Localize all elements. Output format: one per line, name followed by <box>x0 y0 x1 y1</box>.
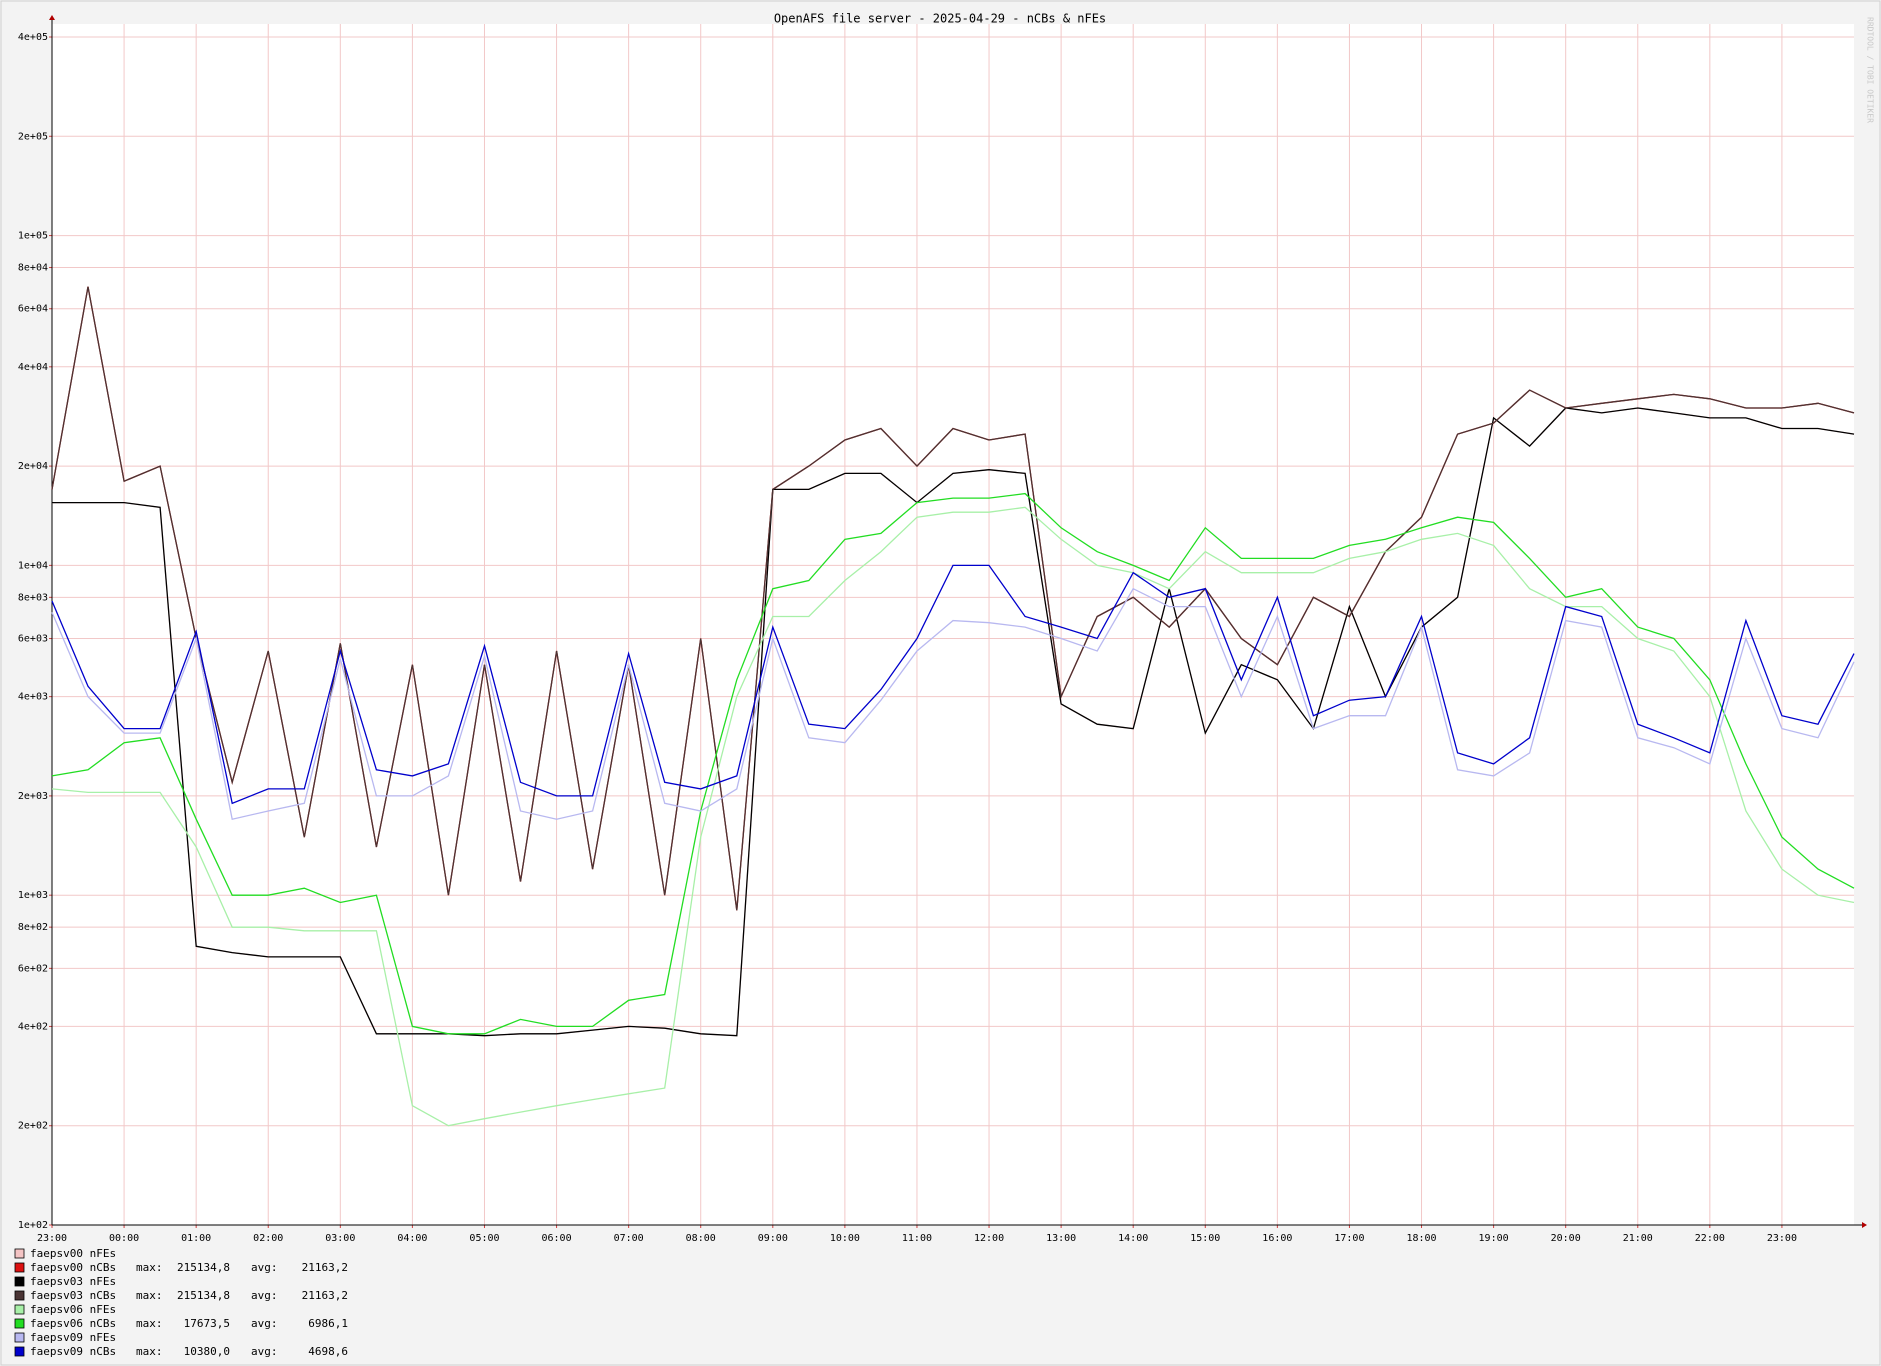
x-tick-label: 02:00 <box>253 1233 283 1244</box>
stat-label: avg: <box>251 1317 278 1330</box>
x-tick-label: 16:00 <box>1262 1233 1292 1244</box>
stat-value: 17673,5 <box>184 1317 230 1330</box>
legend-label: faepsv00 nCBs <box>30 1261 116 1274</box>
series-line <box>51 587 1855 820</box>
y-tick-label: 4e+04 <box>18 362 48 373</box>
stat-label: max: <box>136 1289 163 1302</box>
series-line <box>52 407 1855 1037</box>
stat-label: max: <box>136 1261 163 1274</box>
x-tick-label: 18:00 <box>1406 1233 1436 1244</box>
chart-title: OpenAFS file server - 2025-04-29 - nCBs … <box>774 12 1106 26</box>
legend-label: faepsv03 nCBs <box>30 1289 116 1302</box>
legend-swatch <box>14 1248 25 1259</box>
stat-label: avg: <box>251 1289 278 1302</box>
x-tick-label: 13:00 <box>1046 1233 1076 1244</box>
x-tick-label: 04:00 <box>397 1233 427 1244</box>
watermark: RRDTOOL / TOBI OETIKER <box>1866 17 1875 123</box>
x-tick-label: 20:00 <box>1551 1233 1581 1244</box>
y-tick-label: 4e+03 <box>18 692 48 703</box>
stat-value: 6986,1 <box>308 1317 348 1330</box>
y-tick-label: 4e+02 <box>18 1021 48 1032</box>
legend-swatch <box>14 1304 25 1315</box>
x-tick-label: 07:00 <box>614 1233 644 1244</box>
y-tick-label: 1e+05 <box>18 231 48 242</box>
legend-swatch <box>14 1332 25 1343</box>
x-tick-label: 19:00 <box>1479 1233 1509 1244</box>
stat-value: 215134,8 <box>177 1261 230 1274</box>
stat-value: 21163,2 <box>302 1289 348 1302</box>
stat-label: max: <box>136 1345 163 1358</box>
legend-swatch <box>14 1318 25 1329</box>
x-tick-label: 23:00 <box>37 1233 67 1244</box>
arrow <box>1862 1222 1867 1228</box>
y-tick-label: 6e+04 <box>18 304 48 315</box>
stat-label: avg: <box>251 1345 278 1358</box>
y-tick-label: 1e+02 <box>18 1220 48 1231</box>
y-tick-label: 2e+03 <box>18 791 48 802</box>
x-tick-label: 00:00 <box>109 1233 139 1244</box>
stat-value: 4698,6 <box>308 1345 348 1358</box>
legend-label: faepsv00 nFEs <box>30 1247 116 1260</box>
legend-swatch <box>14 1276 25 1287</box>
legend-label: faepsv03 nFEs <box>30 1275 116 1288</box>
legend-label: faepsv06 nFEs <box>30 1303 116 1316</box>
y-tick-label: 1e+04 <box>18 560 48 571</box>
legend-label: faepsv09 nCBs <box>30 1345 116 1358</box>
legend-label: faepsv06 nCBs <box>30 1317 116 1330</box>
arrow <box>49 15 55 20</box>
legend-swatch <box>14 1290 25 1301</box>
x-tick-label: 11:00 <box>902 1233 932 1244</box>
x-tick-label: 09:00 <box>758 1233 788 1244</box>
series-line <box>51 564 1855 805</box>
x-tick-label: 01:00 <box>181 1233 211 1244</box>
y-tick-label: 8e+04 <box>18 263 48 274</box>
series-line <box>51 506 1855 1127</box>
x-tick-label: 05:00 <box>469 1233 499 1244</box>
legend-swatch <box>14 1262 25 1273</box>
x-tick-label: 10:00 <box>830 1233 860 1244</box>
y-tick-label: 4e+05 <box>18 32 48 43</box>
y-tick-label: 2e+02 <box>18 1121 48 1132</box>
y-tick-label: 8e+03 <box>18 592 48 603</box>
y-tick-label: 1e+03 <box>18 890 48 901</box>
series-line <box>51 286 1855 911</box>
x-tick-label: 14:00 <box>1118 1233 1148 1244</box>
stat-value: 215134,8 <box>177 1289 230 1302</box>
x-tick-label: 22:00 <box>1695 1233 1725 1244</box>
series-line <box>51 492 1855 1035</box>
y-tick-label: 2e+05 <box>18 131 48 142</box>
legend-swatch <box>14 1346 25 1357</box>
y-tick-label: 8e+02 <box>18 922 48 933</box>
plot-area <box>52 24 1854 1225</box>
x-tick-label: 08:00 <box>686 1233 716 1244</box>
stat-value: 10380,0 <box>184 1345 230 1358</box>
x-tick-label: 21:00 <box>1623 1233 1653 1244</box>
y-tick-label: 6e+02 <box>18 963 48 974</box>
legend-label: faepsv09 nFEs <box>30 1331 116 1344</box>
x-tick-label: 03:00 <box>325 1233 355 1244</box>
x-tick-label: 23:00 <box>1767 1233 1797 1244</box>
y-tick-label: 2e+04 <box>18 461 48 472</box>
stat-value: 21163,2 <box>302 1261 348 1274</box>
x-tick-label: 12:00 <box>974 1233 1004 1244</box>
x-tick-label: 06:00 <box>542 1233 572 1244</box>
stat-label: avg: <box>251 1261 278 1274</box>
stat-label: max: <box>136 1317 163 1330</box>
x-tick-label: 17:00 <box>1334 1233 1364 1244</box>
x-tick-label: 15:00 <box>1190 1233 1220 1244</box>
y-tick-label: 6e+03 <box>18 634 48 645</box>
